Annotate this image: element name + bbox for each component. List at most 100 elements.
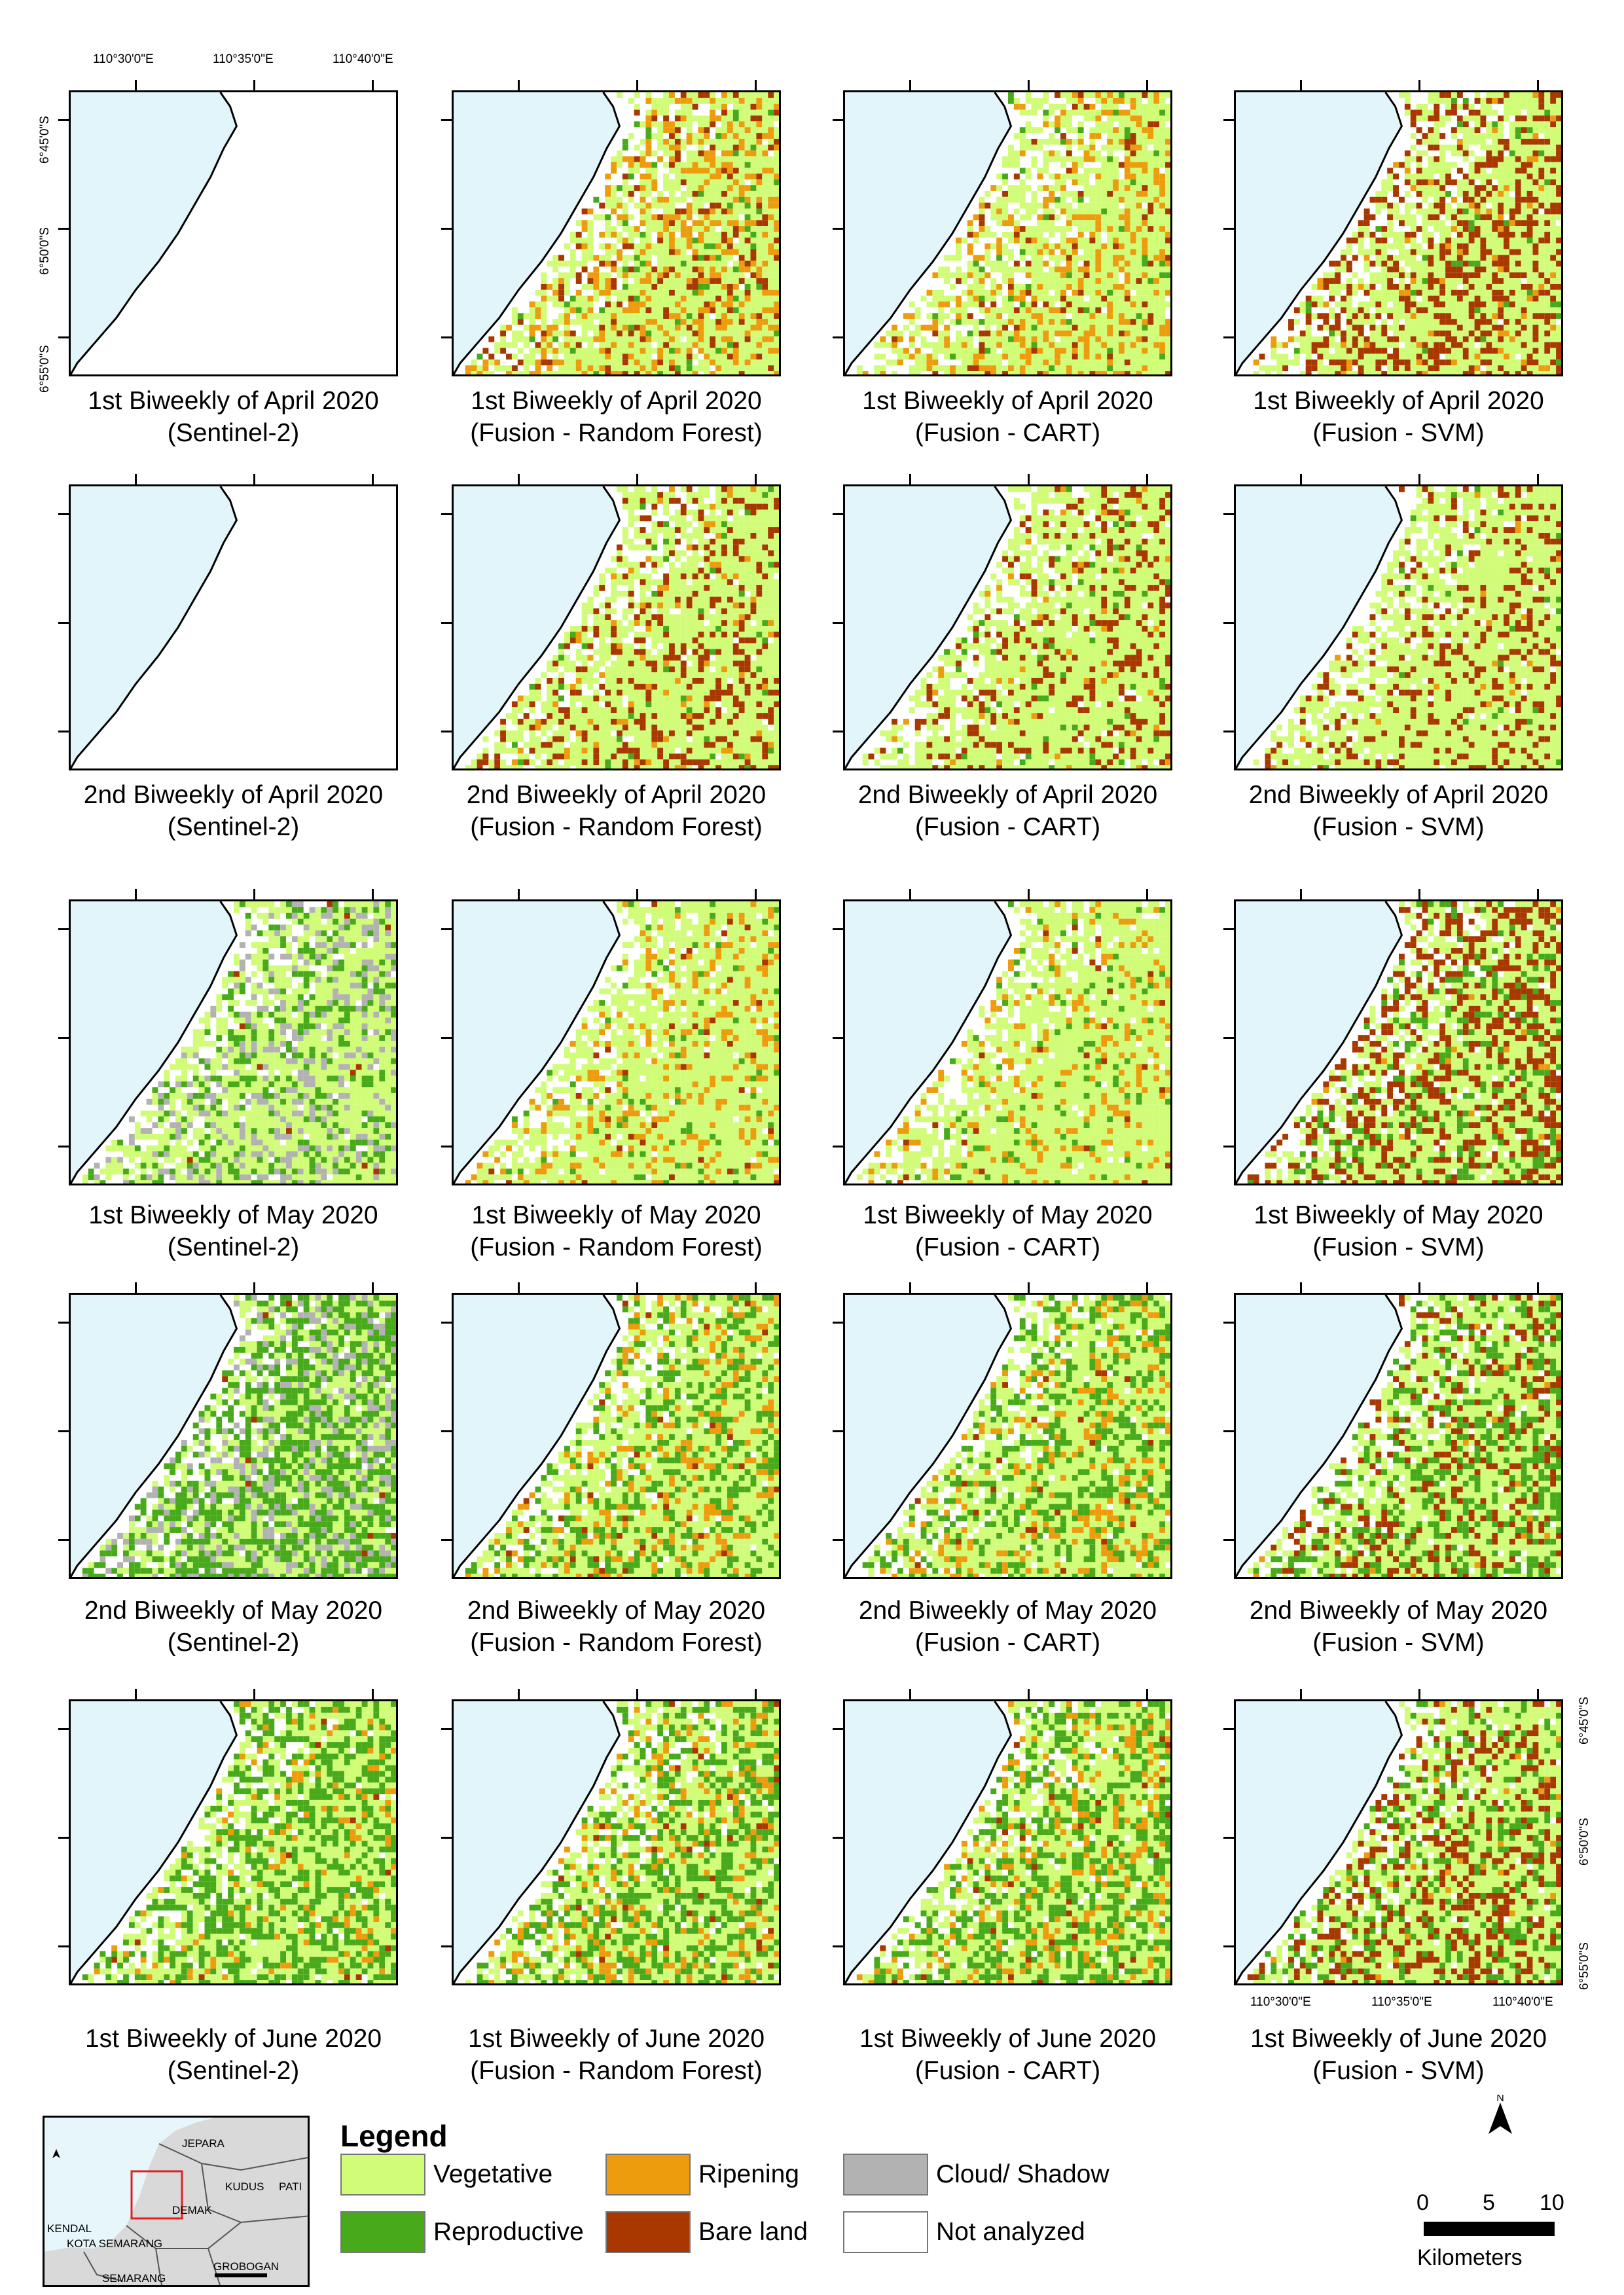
- sea-area: [1236, 92, 1402, 374]
- latitude-label: 6°45'0"S: [1578, 1697, 1592, 1744]
- inset-label-semarang: SEMARANG: [102, 2272, 166, 2285]
- legend-label: Cloud/ Shadow: [936, 2154, 1110, 2196]
- map-panel: [69, 1293, 398, 1579]
- coastline: [845, 1701, 1013, 1983]
- grid-tick-left: [441, 227, 452, 230]
- legend-label: Ripening: [698, 2154, 799, 2196]
- grid-tick-left: [833, 730, 843, 732]
- grid-tick-left: [833, 227, 843, 230]
- grid-tick-top: [1418, 80, 1420, 90]
- grid-tick-left: [58, 513, 69, 515]
- panel-caption-period: 2nd Biweekly of April 2020: [50, 779, 417, 811]
- coastline: [1236, 1701, 1403, 1983]
- grid-tick-left: [833, 118, 843, 121]
- coastline: [454, 1701, 621, 1983]
- coastline: [71, 901, 238, 1184]
- grid-tick-top: [1536, 1689, 1539, 1699]
- panel-caption-method: (Fusion - CART): [825, 1627, 1191, 1659]
- grid-tick-left: [441, 1036, 452, 1039]
- legend-label: Not analyzed: [936, 2211, 1085, 2253]
- panel-caption-method: (Fusion - CART): [825, 2055, 1191, 2087]
- latitude-label: 6°45'0"S: [38, 116, 52, 164]
- panel-caption-method: (Fusion - SVM): [1216, 2055, 1582, 2087]
- north-label: N: [1496, 2095, 1504, 2104]
- panel-caption-period: 2nd Biweekly of May 2020: [825, 1595, 1191, 1627]
- grid-tick-top: [371, 889, 374, 899]
- grid-tick-top: [134, 474, 137, 484]
- grid-tick-top: [1536, 474, 1539, 484]
- grid-tick-left: [833, 1036, 843, 1039]
- map-graphic: [454, 1701, 779, 1983]
- map-graphic: [845, 1295, 1170, 1577]
- grid-tick-top: [371, 474, 374, 484]
- land-cover-raster: [465, 901, 779, 1184]
- map-graphic: [845, 901, 1170, 1184]
- grid-tick-top: [1536, 80, 1539, 90]
- map-panel: [1234, 1293, 1563, 1579]
- land-cover-raster: [82, 1701, 396, 1983]
- panel-caption-period: 1st Biweekly of June 2020: [433, 2023, 800, 2055]
- map-panel: [69, 90, 398, 376]
- inset-label-pati: PATI: [279, 2180, 302, 2194]
- grid-tick-top: [1418, 1282, 1420, 1293]
- grid-tick-left: [1223, 227, 1234, 230]
- grid-tick-top: [134, 80, 137, 90]
- map-panel: [69, 899, 398, 1185]
- panel-caption-period: 1st Biweekly of April 2020: [825, 385, 1191, 417]
- coastline: [454, 1295, 621, 1577]
- panel-caption-period: 1st Biweekly of April 2020: [433, 385, 800, 417]
- grid-tick-left: [1223, 118, 1234, 121]
- grid-tick-top: [1146, 80, 1148, 90]
- area-of-interest-box: [130, 2170, 183, 2220]
- land-cover-raster: [82, 901, 396, 1184]
- grid-tick-left: [833, 1538, 843, 1541]
- scale-tick-10: 10: [1540, 2190, 1564, 2216]
- map-graphic: [1236, 901, 1561, 1184]
- sea-area: [454, 1701, 620, 1983]
- grid-tick-left: [1223, 336, 1234, 338]
- sea-area: [845, 1701, 1011, 1983]
- grid-tick-left: [58, 1727, 69, 1730]
- legend-label: Vegetative: [433, 2154, 552, 2196]
- sea-area: [1236, 486, 1402, 768]
- map-panel: [843, 899, 1172, 1185]
- coastline: [71, 1295, 238, 1577]
- coastline: [845, 92, 1013, 374]
- grid-tick-top: [134, 1282, 137, 1293]
- land-cover-raster: [1247, 1701, 1561, 1983]
- grid-tick-left: [441, 928, 452, 930]
- grid-tick-left: [441, 118, 452, 121]
- sea-area: [845, 486, 1011, 768]
- panel-caption-period: 2nd Biweekly of April 2020: [433, 779, 800, 811]
- map-graphic: [1236, 92, 1561, 374]
- sea-area: [1236, 1295, 1402, 1577]
- panel-caption-period: 1st Biweekly of May 2020: [825, 1199, 1191, 1231]
- grid-tick-left: [833, 1145, 843, 1148]
- grid-tick-top: [517, 80, 520, 90]
- grid-tick-top: [517, 1282, 520, 1293]
- legend-title: Legend: [340, 2118, 448, 2154]
- inset-land: [45, 2118, 308, 2285]
- map-graphic: [454, 901, 779, 1184]
- panel-caption-method: (Fusion - SVM): [1216, 1627, 1582, 1659]
- coastline: [845, 486, 1013, 768]
- panel-caption-period: 1st Biweekly of June 2020: [50, 2023, 417, 2055]
- legend-swatch: [843, 2211, 928, 2253]
- legend-swatch: [843, 2154, 928, 2196]
- inset-district-borders: [83, 2143, 308, 2285]
- coastline: [845, 1295, 1013, 1577]
- grid-tick-left: [441, 513, 452, 515]
- inset-map-graphic: [45, 2118, 308, 2285]
- map-panel: [69, 484, 398, 770]
- panel-caption-method: (Fusion - Random Forest): [433, 417, 800, 449]
- grid-tick-top: [909, 1689, 911, 1699]
- grid-tick-left: [441, 1945, 452, 1947]
- land-cover-raster: [465, 1701, 779, 1983]
- coastline: [1236, 901, 1403, 1184]
- north-arrow-mini-icon: [52, 2149, 60, 2158]
- grid-tick-left: [441, 1430, 452, 1432]
- land-cover-raster: [1253, 92, 1561, 374]
- map-panel: [452, 484, 781, 770]
- longitude-label: 110°40'0"E: [1492, 1995, 1553, 2010]
- grid-tick-top: [253, 80, 255, 90]
